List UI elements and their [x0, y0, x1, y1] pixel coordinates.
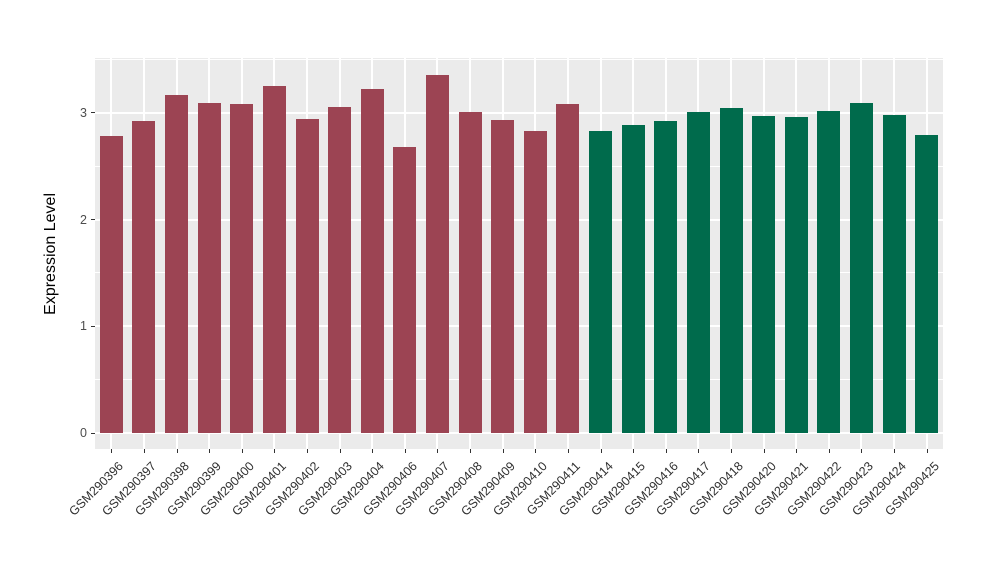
gridline-major	[95, 111, 943, 114]
x-tick-mark	[926, 449, 928, 453]
x-tick-mark	[404, 449, 406, 453]
x-tick-mark	[894, 449, 896, 453]
bar-GSM290423	[849, 103, 873, 433]
bar-GSM290406	[393, 147, 417, 433]
x-tick-mark	[698, 449, 700, 453]
y-tick-mark	[91, 112, 95, 114]
y-tick-label: 3	[80, 105, 87, 120]
y-tick-mark	[91, 432, 95, 434]
x-tick-mark	[470, 449, 472, 453]
x-tick-mark	[731, 449, 732, 453]
bar-GSM290397	[132, 121, 156, 433]
gridline-minor	[95, 165, 943, 167]
x-tick-mark	[209, 449, 211, 453]
gridline-minor	[95, 59, 943, 61]
x-tick-mark	[796, 449, 798, 453]
bar-GSM290421	[784, 117, 808, 433]
x-tick-mark	[828, 449, 830, 453]
bar-GSM290401	[262, 86, 286, 433]
bar-GSM290407	[425, 74, 449, 433]
x-tick-mark	[241, 449, 243, 453]
x-tick-mark	[111, 449, 113, 453]
x-tick-mark	[339, 449, 341, 453]
bar-GSM290416	[654, 121, 678, 433]
bar-GSM290396	[99, 136, 123, 433]
y-tick-mark	[91, 325, 95, 327]
bar-GSM290403	[328, 106, 352, 433]
bar-GSM290404	[360, 89, 384, 433]
x-tick-mark	[143, 449, 145, 453]
bar-GSM290417	[686, 111, 710, 433]
bar-GSM290415	[621, 124, 645, 433]
bar-GSM290425	[915, 135, 939, 433]
x-tick-mark	[633, 449, 635, 453]
bar-GSM290422	[817, 110, 841, 433]
x-tick-mark	[176, 449, 178, 453]
y-axis-title: Expression Level	[38, 58, 64, 449]
bar-GSM290408	[458, 111, 482, 433]
x-tick-mark	[535, 449, 537, 453]
y-tick-label: 2	[80, 212, 87, 227]
x-tick-mark	[372, 449, 374, 453]
gridline-major	[95, 432, 943, 434]
bar-GSM290420	[752, 116, 776, 433]
x-tick-mark	[307, 449, 308, 453]
x-tick-mark	[502, 449, 504, 453]
x-tick-mark	[665, 449, 667, 453]
bar-GSM290418	[719, 107, 743, 433]
plot-panel	[95, 58, 943, 449]
bar-GSM290424	[882, 115, 906, 433]
bar-GSM290411	[556, 104, 580, 433]
x-tick-mark	[861, 449, 863, 453]
x-tick-mark	[763, 449, 765, 453]
gridline-major	[95, 325, 943, 328]
y-tick-mark	[91, 219, 95, 221]
gridline-major	[95, 218, 943, 221]
bar-GSM290410	[523, 131, 547, 433]
gridline-minor	[95, 272, 943, 274]
bar-GSM290398	[165, 94, 189, 433]
gridline-minor	[95, 379, 943, 381]
bar-GSM290402	[295, 119, 319, 433]
bar-GSM290409	[491, 120, 515, 433]
x-tick-mark	[437, 449, 439, 453]
x-tick-mark	[567, 449, 569, 453]
bar-GSM290399	[197, 103, 221, 433]
y-tick-label: 1	[80, 319, 87, 334]
x-tick-mark	[600, 449, 602, 453]
bar-GSM290414	[589, 131, 613, 433]
y-tick-label: 0	[80, 426, 87, 440]
bar-GSM290400	[230, 104, 254, 433]
x-tick-mark	[274, 449, 276, 453]
y-axis-title-text: Expression Level	[42, 192, 59, 315]
